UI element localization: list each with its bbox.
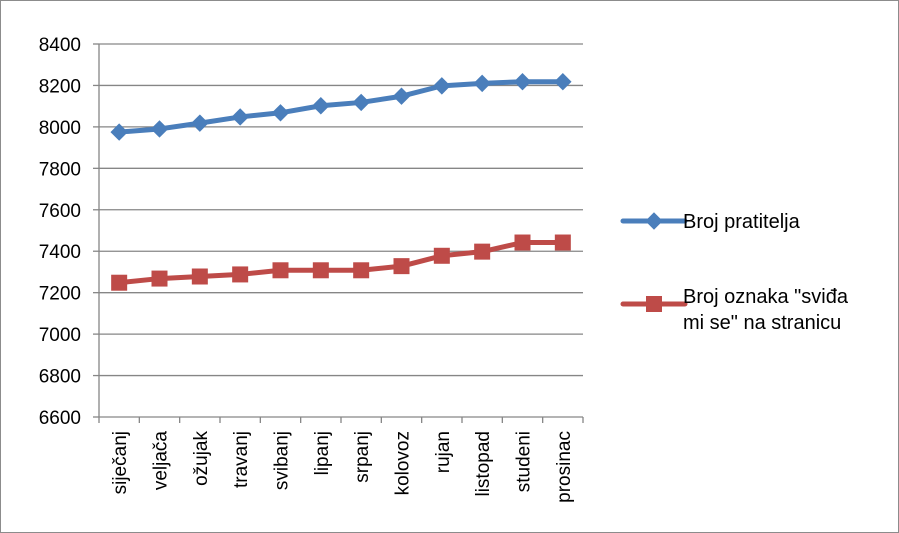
y-tick-label: 7400 [39, 242, 81, 263]
legend-label: Broj pratitelja [683, 211, 801, 233]
gridlines [99, 43, 583, 377]
data-point [271, 104, 290, 122]
legend-marker [646, 296, 662, 312]
x-tick-label: travanj [231, 431, 252, 488]
data-point [473, 74, 491, 93]
legend-marker [645, 212, 663, 230]
data-point [392, 87, 411, 105]
data-point [151, 270, 168, 287]
series [110, 73, 572, 291]
x-tick-label: svibanj [272, 431, 293, 490]
data-point [514, 234, 531, 251]
y-tick-label: 7600 [39, 201, 81, 222]
x-tick-label: listopad [473, 431, 494, 497]
series-line [116, 79, 566, 135]
y-tick-label: 8400 [39, 35, 81, 56]
x-tick-label: ožujak [191, 431, 212, 486]
legend-entry: Broj pratitelja [620, 211, 801, 233]
legend-entry: Broj oznaka "sviđa mi se" na stranicu [620, 286, 849, 334]
x-tick-label: kolovoz [393, 431, 414, 495]
legend: Broj pratitelja Broj oznaka "sviđa mi se" … [620, 211, 849, 334]
data-point [474, 243, 491, 260]
data-point [312, 97, 330, 115]
data-point [150, 120, 169, 138]
data-point [231, 108, 249, 126]
data-point [433, 77, 451, 95]
x-axis-tick-labels: siječanj veljača ožujak travanj svibanj lipan… [110, 431, 575, 503]
y-tick-label: 7800 [39, 159, 81, 180]
y-tick-label: 6800 [39, 367, 81, 388]
axes [93, 43, 584, 423]
data-point [513, 73, 532, 91]
series-2 [111, 234, 571, 291]
data-point [191, 268, 208, 285]
series-1 [110, 73, 572, 141]
data-point [554, 234, 571, 251]
y-tick-label: 7200 [39, 284, 81, 305]
data-point [191, 114, 209, 132]
y-axis-tick-labels: 6600 6800 7000 7200 7400 7600 7800 8000 8200 8400 [39, 35, 81, 429]
data-point [110, 123, 128, 141]
y-tick-label: 7000 [39, 325, 81, 346]
y-tick-label: 6600 [39, 408, 81, 429]
legend-label: Broj oznaka "sviđa [683, 286, 849, 308]
x-tick-label: veljača [151, 431, 172, 491]
y-tick-label: 8200 [39, 76, 81, 97]
data-point [554, 73, 572, 91]
x-tick-label: siječanj [110, 431, 131, 494]
data-point [393, 258, 410, 275]
data-point [352, 93, 370, 112]
x-tick-label: srpanj [352, 431, 373, 483]
data-point [312, 262, 329, 279]
data-point [232, 266, 249, 283]
data-point [272, 262, 289, 279]
y-tick-label: 8000 [39, 118, 81, 139]
x-tick-label: studeni [514, 431, 535, 492]
legend-label: mi se" na stranicu [683, 312, 841, 334]
data-point [433, 247, 450, 264]
data-point [111, 274, 128, 291]
data-point [353, 262, 370, 279]
x-tick-label: prosinac [554, 431, 575, 503]
series-line [116, 240, 566, 286]
x-tick-label: lipanj [312, 431, 333, 475]
x-tick-label: rujan [433, 431, 454, 473]
